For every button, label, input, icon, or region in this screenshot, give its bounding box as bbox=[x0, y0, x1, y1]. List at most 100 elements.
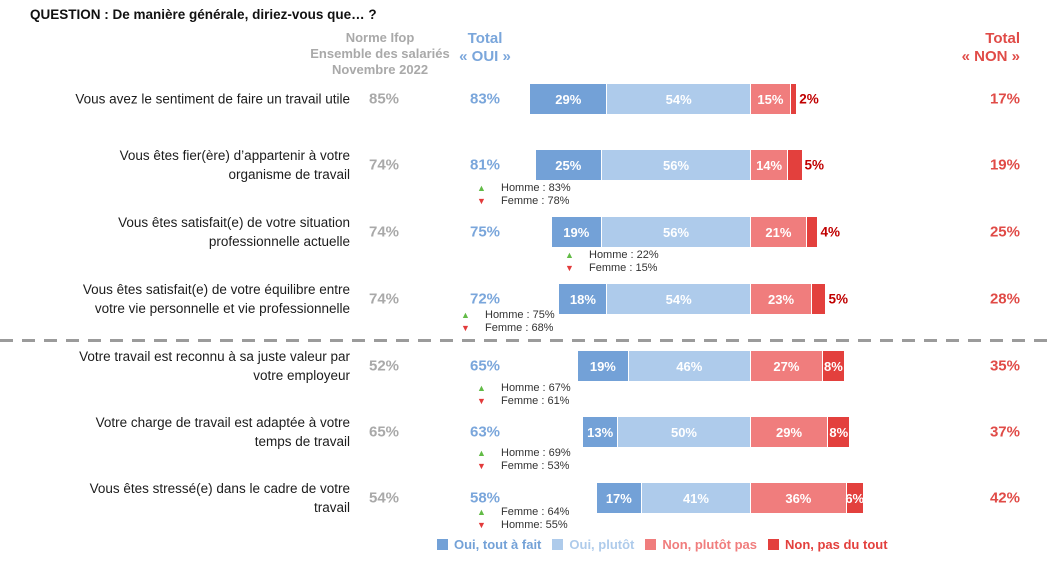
total-oui-value: 75% bbox=[469, 223, 501, 241]
gender-annotation-text: Homme : 83% bbox=[501, 182, 571, 194]
total-non-value: 17% bbox=[989, 90, 1020, 108]
legend-item: Oui, plutôt bbox=[552, 537, 634, 552]
triangle-down-icon: ▼ bbox=[565, 263, 574, 273]
question-label: Vous avez le sentiment de faire un trava… bbox=[75, 91, 350, 107]
total-oui-value: 63% bbox=[469, 423, 501, 441]
bar-segment-1: 25% bbox=[535, 150, 603, 180]
norme-ifop-value: 74% bbox=[368, 223, 400, 241]
question-label: Vous êtes satisfait(e) de votre équilibr… bbox=[82, 282, 350, 316]
legend-item: Non, plutôt pas bbox=[645, 537, 757, 552]
triangle-up-icon: ▲ bbox=[461, 310, 470, 320]
triangle-up-icon: ▲ bbox=[565, 250, 574, 260]
gender-annotation: ▼ Femme : 68% bbox=[461, 322, 553, 334]
outside-segment-label: 5% bbox=[828, 291, 848, 307]
gender-annotation-text: Homme : 69% bbox=[501, 447, 571, 459]
triangle-up-icon: ▲ bbox=[477, 183, 486, 193]
total-non-value: 28% bbox=[989, 290, 1020, 308]
bar-segment-2: 54% bbox=[607, 84, 751, 114]
bar-segment-1: 19% bbox=[578, 351, 629, 381]
gender-annotation: ▲ Homme : 83% bbox=[477, 182, 571, 194]
question-label: Votre travail est reconnu à sa juste val… bbox=[79, 349, 350, 383]
total-non-value: 42% bbox=[989, 489, 1020, 507]
outside-segment-label: 4% bbox=[820, 224, 841, 240]
bar-segment-4: 8% bbox=[828, 417, 850, 447]
bar-segment-1: 19% bbox=[551, 217, 603, 247]
stacked-bar: 17% 41% 36% 6% bbox=[596, 483, 864, 513]
norme-ifop-value: 74% bbox=[368, 290, 400, 308]
norme-ifop-value: 54% bbox=[368, 489, 400, 507]
total-oui-value: 72% bbox=[469, 290, 501, 308]
question-label: Vous êtes stressé(e) dans le cadre de vo… bbox=[89, 481, 350, 515]
norme-ifop-value: 85% bbox=[368, 90, 400, 108]
bar-segment-4 bbox=[812, 284, 826, 314]
legend-swatch-icon bbox=[767, 539, 779, 550]
bar-segment-3: 15% bbox=[750, 84, 791, 114]
legend-swatch-icon bbox=[645, 539, 657, 550]
bar-segment-2: 54% bbox=[607, 284, 751, 314]
legend-item: Non, pas du tout bbox=[767, 537, 888, 552]
gender-annotation: ▲ Homme : 75% bbox=[461, 309, 555, 321]
gender-annotation: ▼ Femme : 15% bbox=[565, 262, 657, 274]
legend-label: Non, pas du tout bbox=[784, 537, 888, 552]
legend-label: Non, plutôt pas bbox=[662, 537, 757, 552]
bar-segment-4: 6% bbox=[845, 483, 864, 513]
stacked-bar: 19% 46% 27% 8% bbox=[578, 351, 845, 381]
gender-annotation: ▲ Homme : 22% bbox=[565, 249, 659, 261]
gender-annotation: ▼ Homme: 55% bbox=[477, 519, 568, 531]
gender-annotation-text: Homme : 22% bbox=[589, 249, 659, 261]
gender-annotation: ▼ Femme : 61% bbox=[477, 395, 569, 407]
gender-annotation: ▲ Homme : 69% bbox=[477, 447, 571, 459]
gender-annotation: ▼ Femme : 53% bbox=[477, 460, 569, 472]
bar-segment-1: 29% bbox=[530, 84, 608, 114]
dashed-divider bbox=[0, 339, 1049, 342]
gender-annotation: ▲ Femme : 64% bbox=[477, 506, 569, 518]
gender-annotation-text: Homme : 67% bbox=[501, 382, 571, 394]
total-non-value: 37% bbox=[989, 423, 1020, 441]
gender-annotation-text: Femme : 68% bbox=[485, 322, 554, 334]
legend-item: Oui, tout à fait bbox=[437, 537, 541, 552]
triangle-down-icon: ▼ bbox=[477, 520, 486, 530]
question-label: Votre charge de travail est adaptée à vo… bbox=[95, 415, 350, 449]
gender-annotation-text: Femme : 78% bbox=[501, 195, 570, 207]
triangle-down-icon: ▼ bbox=[477, 196, 486, 206]
bar-segment-2: 56% bbox=[602, 217, 751, 247]
norme-ifop-value: 74% bbox=[368, 156, 400, 174]
triangle-down-icon: ▼ bbox=[461, 323, 470, 333]
total-oui-value: 65% bbox=[469, 357, 501, 375]
gender-annotation-text: Femme : 64% bbox=[501, 506, 570, 518]
gender-annotation-text: Femme : 53% bbox=[501, 460, 570, 472]
legend: Oui, tout à fait Oui, plutôt Non, plutôt p… bbox=[437, 537, 888, 552]
bar-segment-3: 36% bbox=[750, 483, 847, 513]
question-title: QUESTION : De manière générale, diriez-v… bbox=[30, 7, 377, 22]
bar-segment-3: 14% bbox=[750, 150, 789, 180]
bar-segment-3: 27% bbox=[750, 351, 823, 381]
gender-annotation-text: Homme: 55% bbox=[501, 519, 568, 531]
gender-annotation: ▲ Homme : 67% bbox=[477, 382, 571, 394]
triangle-down-icon: ▼ bbox=[477, 396, 486, 406]
outside-segment-label: 5% bbox=[804, 157, 825, 173]
bar-segment-2: 50% bbox=[617, 417, 751, 447]
total-non-value: 35% bbox=[989, 357, 1020, 375]
gender-annotation: ▼ Femme : 78% bbox=[477, 195, 569, 207]
gender-annotation-text: Femme : 15% bbox=[589, 262, 658, 274]
total-oui-value: 81% bbox=[469, 156, 501, 174]
legend-label: Oui, tout à fait bbox=[454, 537, 542, 552]
stacked-bar: 13% 50% 29% 8% bbox=[583, 417, 850, 447]
norme-ifop-column-header: Norme Ifop Ensemble des salariés Novembr… bbox=[310, 30, 450, 77]
total-non-value: 25% bbox=[989, 223, 1020, 241]
triangle-up-icon: ▲ bbox=[477, 507, 486, 517]
norme-ifop-value: 52% bbox=[368, 357, 400, 375]
triangle-up-icon: ▲ bbox=[477, 448, 486, 458]
bar-segment-1: 13% bbox=[583, 417, 618, 447]
legend-label: Oui, plutôt bbox=[569, 537, 635, 552]
bar-segment-4 bbox=[790, 84, 797, 114]
stacked-bar: 25% 56% 14% bbox=[535, 150, 802, 180]
legend-swatch-icon bbox=[437, 539, 448, 550]
triangle-up-icon: ▲ bbox=[477, 383, 486, 393]
stacked-bar: 19% 56% 21% bbox=[551, 217, 818, 247]
question-label: Vous êtes fier(ère) d’appartenir à votre… bbox=[119, 148, 350, 182]
gender-annotation-text: Homme : 75% bbox=[485, 309, 555, 321]
total-non-value: 19% bbox=[989, 156, 1020, 174]
total-non-column-header: Total « NON » bbox=[961, 30, 1020, 65]
